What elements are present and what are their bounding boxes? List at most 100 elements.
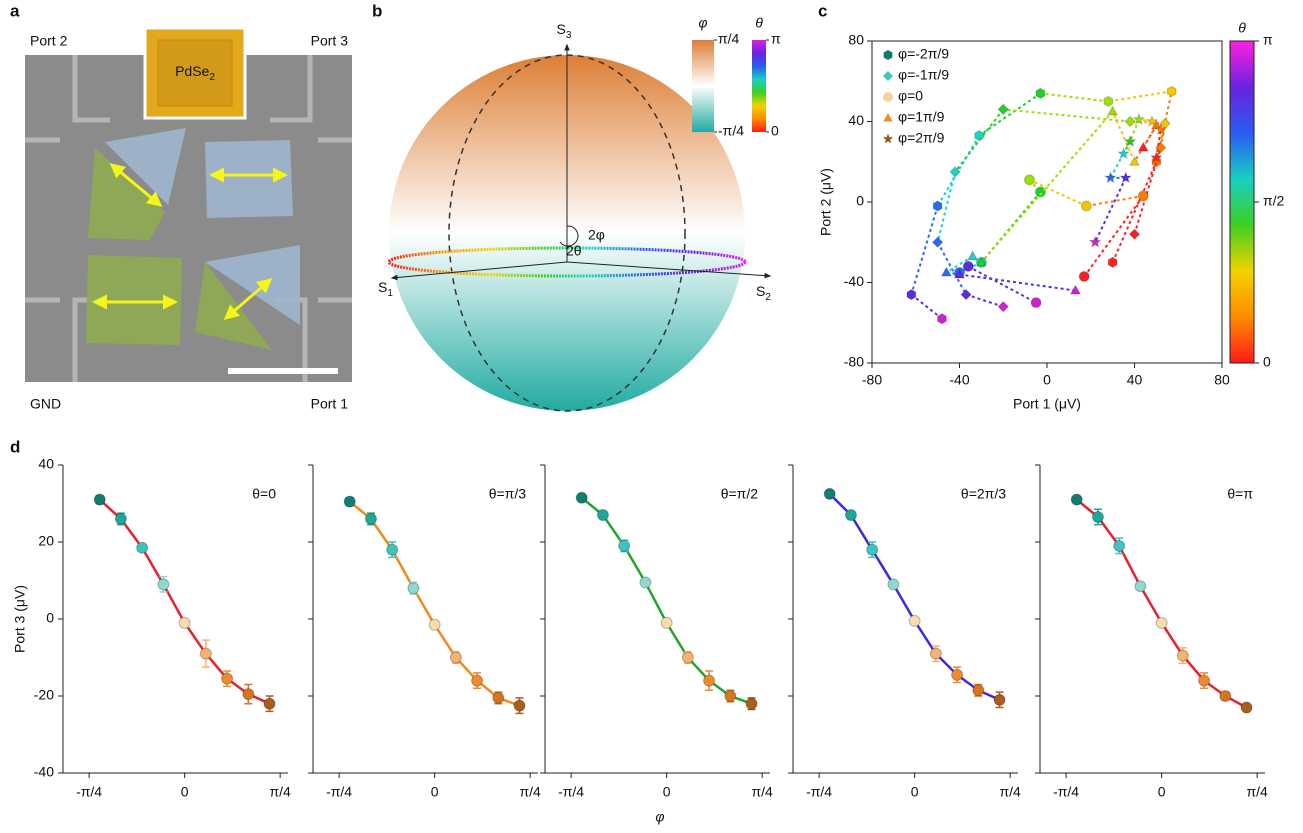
colorbar-tick-label: 0 (1263, 354, 1271, 370)
x-tick-label: π/4 (999, 784, 1021, 800)
data-point (703, 674, 716, 687)
port-label: Port 3 (311, 33, 349, 49)
fit-curve (1086, 194, 1144, 208)
data-point (1155, 616, 1168, 629)
fit-curve (936, 135, 981, 207)
panel-label: d (10, 437, 20, 456)
legend-marker (883, 50, 893, 60)
colorbar (692, 40, 714, 132)
legend-marker (883, 92, 893, 102)
data-point (136, 541, 149, 554)
data-point (471, 674, 484, 687)
fit-curve (1129, 119, 1140, 142)
axis-text: S (378, 279, 387, 295)
axis-label: S2 (756, 283, 771, 303)
y-tick-label: 80 (848, 32, 864, 48)
marker (906, 288, 917, 301)
data-point (1091, 510, 1104, 523)
marker (1132, 112, 1146, 126)
legend-label: φ=1π/9 (898, 109, 945, 125)
annotation: θ=2π/3 (961, 486, 1006, 502)
data-point (575, 491, 588, 504)
angle-label: 2θ (566, 243, 582, 259)
x-tick-label: -π/4 (76, 784, 102, 800)
data-point (745, 697, 758, 710)
legend-label: φ=2π/9 (898, 130, 945, 146)
y-tick-label: -80 (844, 354, 864, 370)
marker (1103, 95, 1114, 107)
fit-curve (910, 205, 939, 295)
data-point (178, 616, 191, 629)
data-point (951, 668, 964, 681)
marker (967, 250, 979, 261)
marker (1116, 146, 1131, 160)
data-point (1219, 690, 1232, 702)
legend-marker (883, 113, 893, 122)
fit-curve (945, 255, 974, 274)
marker (1124, 115, 1136, 128)
colorbar-tick-label: -π/4 (718, 123, 744, 139)
colorbar-label: θ (755, 15, 763, 31)
marker (949, 166, 961, 178)
data-point (681, 651, 694, 664)
data-point (929, 647, 942, 660)
data-point (887, 578, 900, 591)
legend-label: φ=0 (898, 88, 923, 104)
fit-curve (1109, 153, 1125, 179)
data-point (724, 690, 737, 702)
y-tick-label: 40 (848, 112, 864, 128)
y-tick-label: 20 (38, 533, 54, 549)
fit-curve (1029, 178, 1087, 207)
legend-label: φ=-1π/9 (898, 67, 949, 83)
x-tick-label: -π/4 (806, 784, 832, 800)
data-point (993, 693, 1006, 706)
data-point (866, 543, 879, 556)
data-point (1113, 539, 1126, 552)
x-tick-label: 0 (1158, 784, 1166, 800)
data-point (221, 672, 234, 685)
axis-subscript: 3 (566, 30, 572, 41)
y-tick-label: -40 (844, 273, 864, 289)
fit-curve (954, 108, 1005, 173)
marker (1149, 150, 1164, 164)
marker (1107, 105, 1119, 116)
fit-curve (1133, 125, 1158, 163)
fit-curve (967, 265, 1037, 304)
marker (1088, 235, 1102, 248)
marker (1123, 134, 1137, 148)
marker (997, 103, 1009, 116)
colorbar-tick-label: π/4 (718, 31, 740, 47)
axis-subscript: 1 (387, 288, 393, 299)
data-point (242, 688, 255, 701)
marker (962, 260, 974, 272)
marker (1159, 117, 1171, 130)
fit-curve (1083, 195, 1145, 278)
marker (997, 300, 1009, 313)
fit-curve (1094, 177, 1127, 243)
x-tick-label: 40 (1127, 372, 1143, 388)
fit-curve (910, 293, 943, 320)
s1-axis (390, 261, 568, 281)
annotation: θ=π/3 (489, 486, 527, 502)
y-tick-label: 0 (46, 610, 54, 626)
data-point (157, 578, 170, 591)
data-point (618, 539, 631, 552)
panel-label: b (372, 1, 382, 20)
data-point (908, 614, 921, 627)
x-tick-label: 0 (181, 784, 189, 800)
axes-spine (544, 465, 770, 774)
x-tick-label: -π/4 (558, 784, 584, 800)
material-label: PdSe2 (175, 63, 215, 83)
marker (1128, 155, 1141, 166)
poincare-sphere (387, 43, 772, 412)
x-tick-label: 0 (1043, 372, 1051, 388)
marker (960, 288, 972, 301)
fit-curve (1040, 92, 1109, 103)
micrograph: PdSe2 (25, 26, 352, 382)
data-point (449, 651, 462, 664)
y-axis-label: Port 3 (μV) (12, 585, 28, 653)
data-point (1176, 649, 1189, 662)
axis-text: S (557, 21, 566, 37)
x-tick-label: 0 (911, 784, 919, 800)
